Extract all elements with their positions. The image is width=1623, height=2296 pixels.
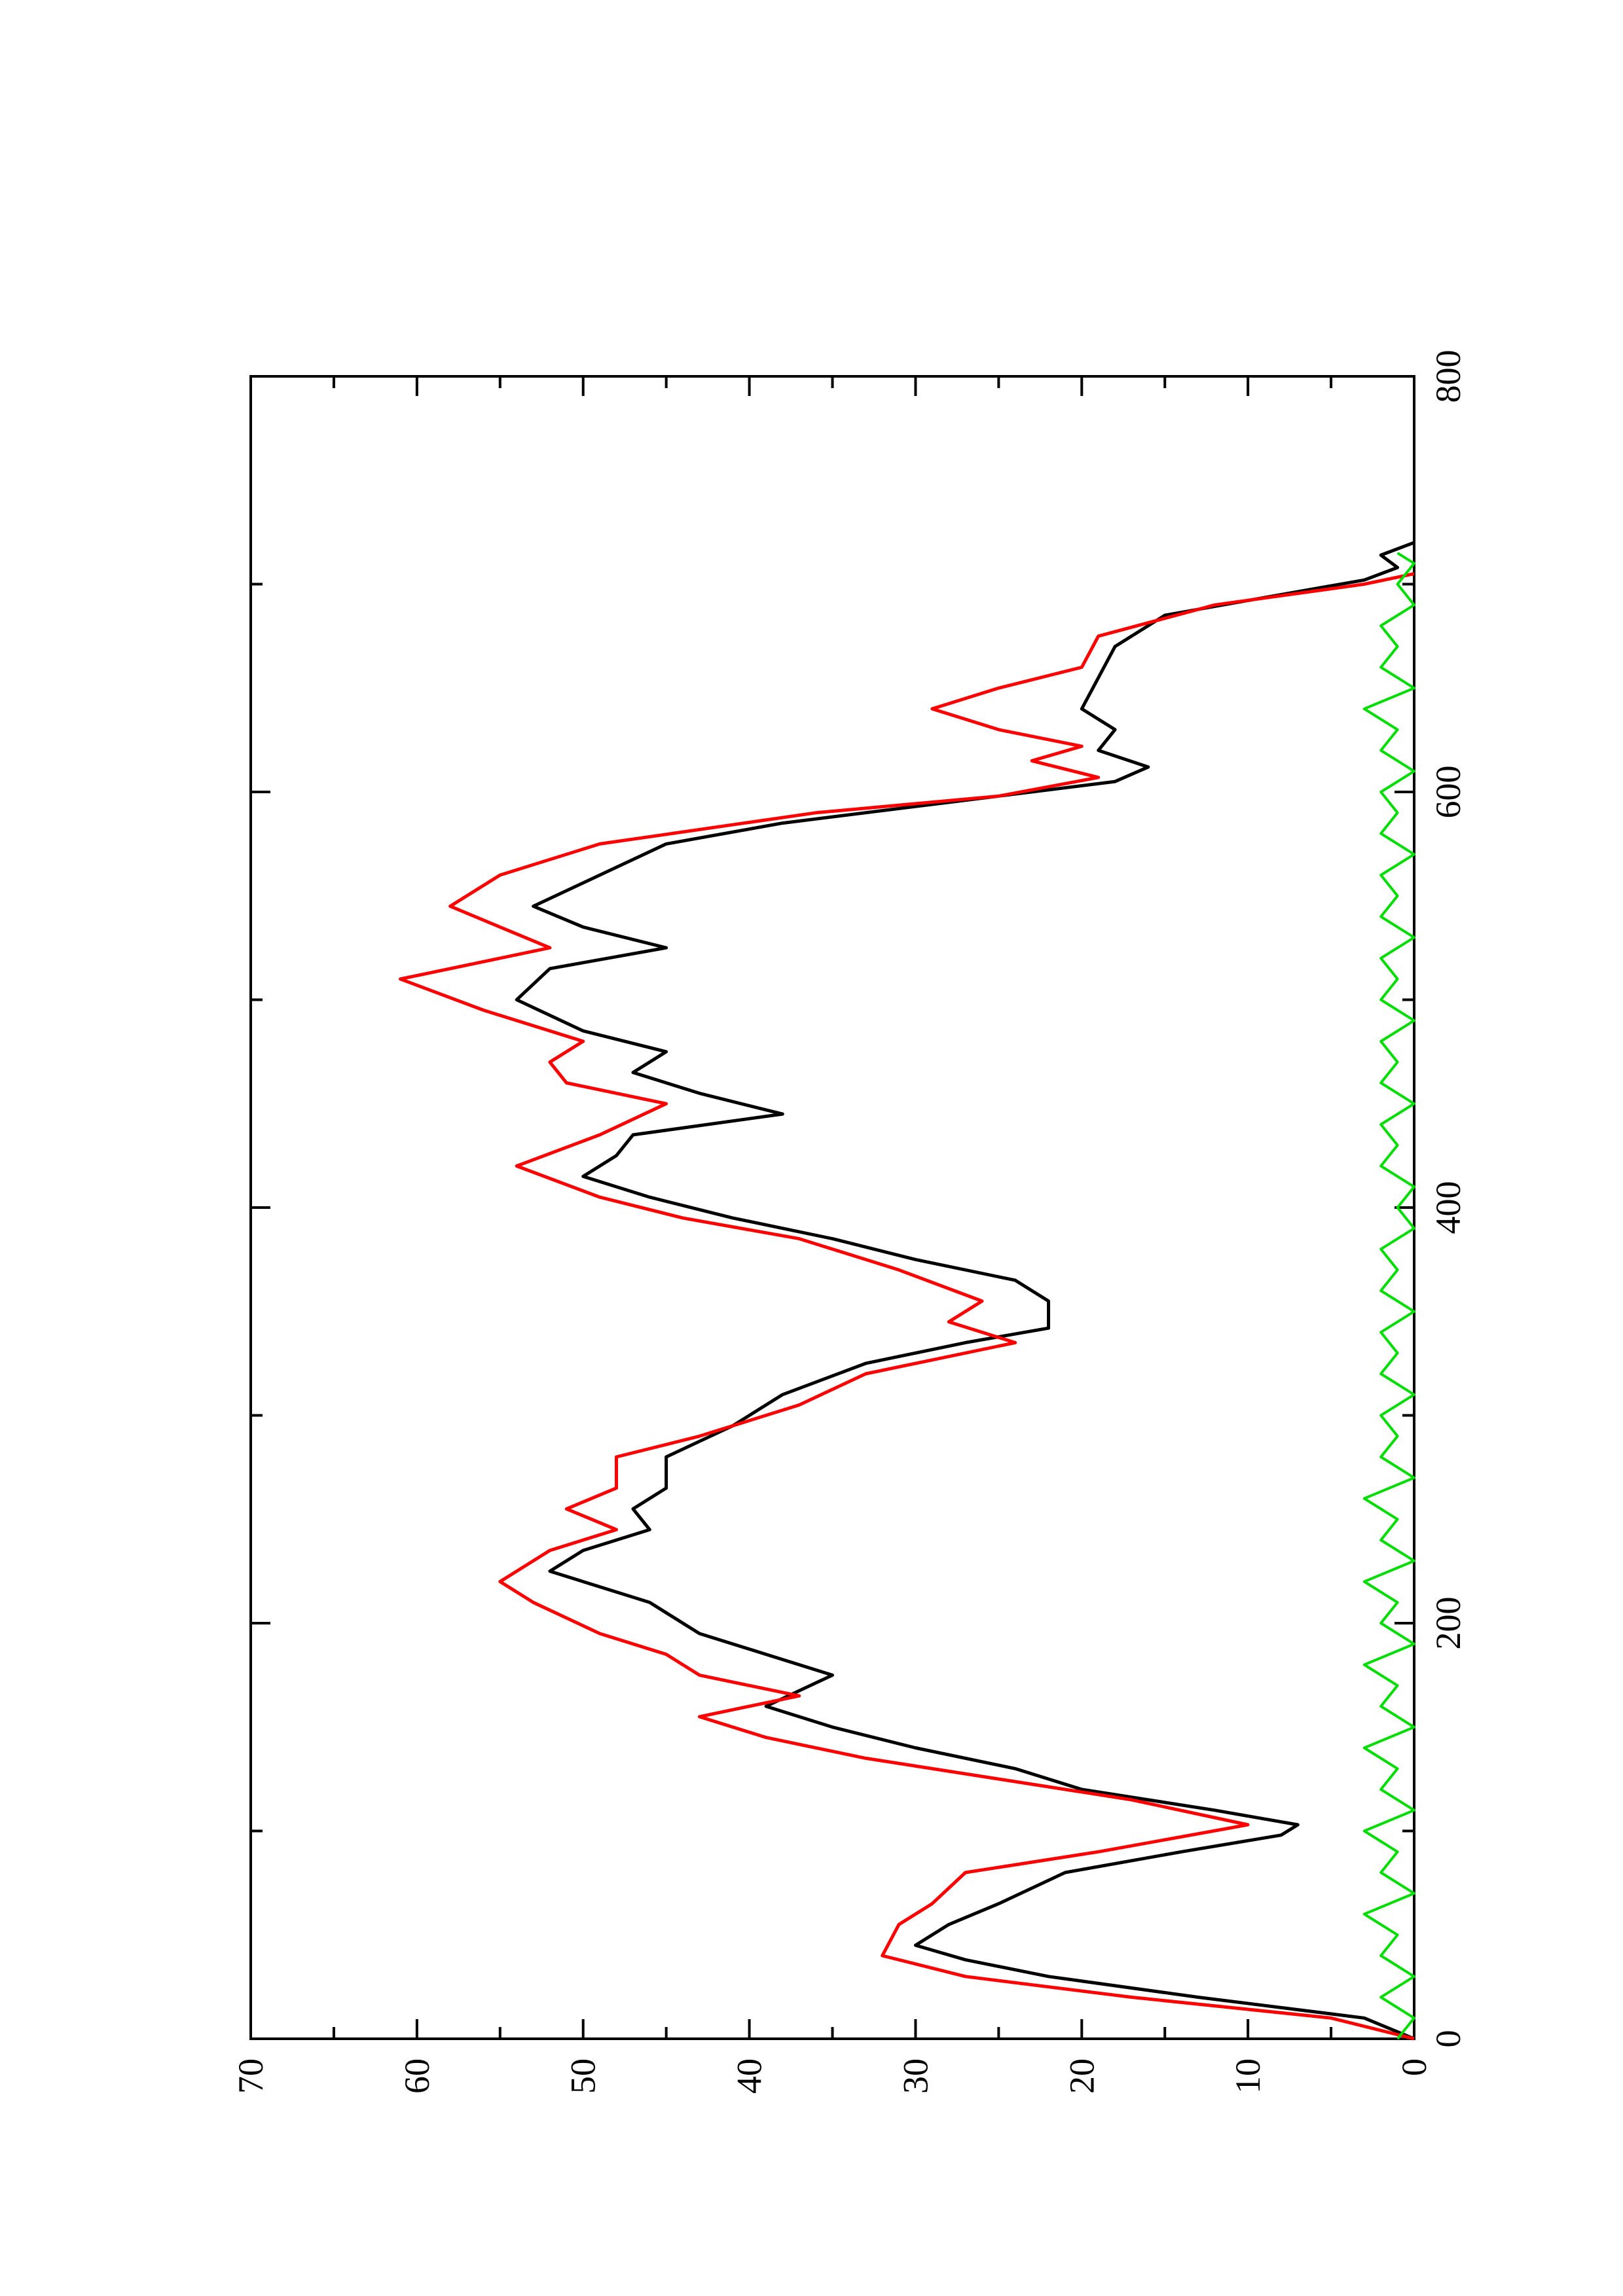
- series-line-2: [399, 572, 1415, 2041]
- series-line-1: [515, 541, 1415, 2041]
- y-tick-label: 10: [1228, 2058, 1267, 2094]
- x-tick-label: 400: [1429, 1181, 1468, 1234]
- x-axis-tick-labels: 0 200 400 600 800: [1429, 350, 1468, 2048]
- x-tick-label: 600: [1429, 766, 1468, 819]
- y-tick-label: 70: [231, 2058, 270, 2094]
- y-axis-ticks: [249, 376, 1415, 2039]
- y-axis-tick-labels: 0 10 20 30 40 50 60 70: [231, 2058, 1434, 2094]
- y-tick-label: 30: [896, 2058, 935, 2094]
- y-tick-label: 0: [1395, 2058, 1434, 2076]
- y-tick-label: 20: [1062, 2058, 1101, 2094]
- y-tick-label: 40: [730, 2058, 769, 2094]
- plot-frame: [249, 375, 1415, 2040]
- x-tick-label: 200: [1429, 1597, 1468, 1650]
- x-tick-label: 0: [1429, 2030, 1468, 2048]
- series-layer: [399, 541, 1415, 2041]
- x-axis-ticks: [251, 375, 1414, 2040]
- y-tick-label: 60: [397, 2058, 437, 2094]
- plot-area: [249, 375, 1415, 2041]
- x-tick-label: 800: [1429, 350, 1468, 403]
- y-tick-label: 50: [564, 2058, 603, 2094]
- series-line-3: [1362, 552, 1415, 2040]
